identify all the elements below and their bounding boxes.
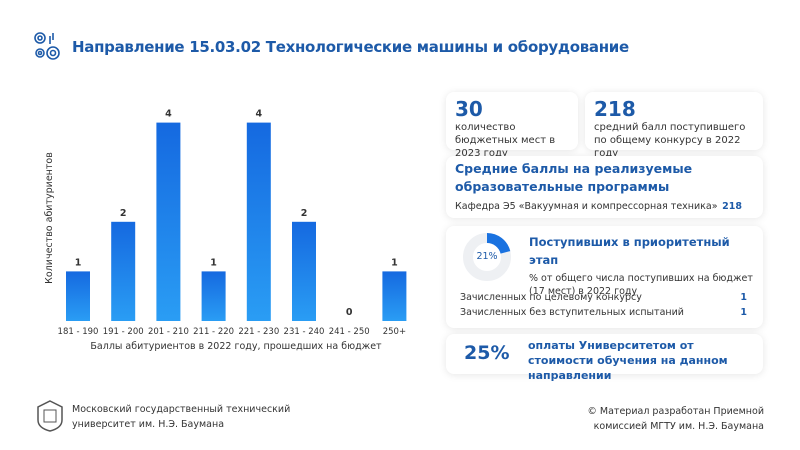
avg-score-card: 218 средний балл поступившего по общему … (585, 92, 763, 159)
x-tick-label: 221 - 230 (238, 327, 279, 337)
priority-card: 21% Поступивших в приоритетный этап % от… (446, 226, 763, 328)
payment-card: 25% оплаты Университетом от стоимости об… (446, 334, 763, 382)
payment-text: оплаты Университетом от стоимости обучен… (528, 339, 728, 382)
x-axis-label: Баллы абитуриентов в 2022 году, прошедши… (90, 341, 382, 352)
x-tick-label: 201 - 210 (148, 327, 189, 337)
program-row: Кафедра Э5 «Вакуумная и компрессорная те… (455, 201, 754, 212)
priority-row: Зачисленных по целевому конкурсу 1 (460, 292, 747, 303)
row-value: 1 (740, 292, 747, 303)
payment-value: 25% (464, 342, 510, 364)
avg-score-value: 218 (594, 97, 636, 121)
y-axis-label: Количество абитуриентов (44, 152, 55, 284)
x-tick-label: 241 - 250 (329, 327, 370, 337)
copyright: © Материал разработан Приемной комиссией… (587, 404, 764, 434)
page-title: Направление 15.03.02 Технологические маш… (72, 38, 629, 56)
bar (382, 271, 407, 321)
university-emblem-icon (37, 400, 63, 432)
x-tick-label: 211 - 220 (193, 327, 234, 337)
avg-score-label: средний балл поступившего по общему конк… (594, 122, 746, 159)
copyright-line-1: © Материал разработан Приемной (587, 406, 764, 417)
bar (201, 271, 226, 321)
x-tick-label: 181 - 190 (58, 327, 99, 337)
data-label: 4 (255, 109, 262, 120)
programs-title: Средние баллы на реализуемые образовател… (455, 161, 693, 194)
university-name: Московский государственный технический у… (72, 404, 291, 430)
priority-row: Зачисленных без вступительных испытаний 1 (460, 307, 747, 318)
budget-places-label: количество бюджетных мест в 2023 году (455, 122, 556, 159)
program-name: Кафедра Э5 «Вакуумная и компрессорная те… (455, 201, 718, 212)
data-label: 0 (346, 307, 353, 318)
row-value: 1 (740, 307, 747, 318)
priority-desc: % от общего числа поступивших на бюджет … (529, 273, 753, 297)
copyright-line-2: комиссией МГТУ им. Н.Э. Баумана (593, 421, 764, 432)
budget-places-card: 30 количество бюджетных мест в 2023 году (446, 92, 578, 159)
program-score: 218 (722, 201, 742, 212)
gears-icon (34, 32, 60, 60)
bar (292, 221, 316, 321)
priority-donut (463, 233, 511, 281)
data-label: 1 (75, 257, 82, 268)
bar (156, 122, 181, 321)
x-tick-label: 231 - 240 (284, 327, 325, 337)
bar (111, 221, 136, 321)
budget-places-value: 30 (455, 97, 483, 121)
row-label: Зачисленных без вступительных испытаний (460, 307, 684, 318)
data-label: 2 (301, 208, 308, 219)
priority-title: Поступивших в приоритетный этап (529, 235, 730, 267)
data-label: 1 (391, 257, 398, 268)
bar (246, 122, 271, 321)
x-tick-label: 191 - 200 (103, 327, 144, 337)
bar-chart: 1 181 - 190 2 191 - 200 4 201 - 210 1 211 - 220… (44, 109, 407, 352)
programs-card: Средние баллы на реализуемые образовател… (446, 156, 763, 218)
data-label: 1 (210, 257, 217, 268)
x-tick-label: 250+ (383, 327, 406, 337)
bar (66, 271, 90, 321)
row-label: Зачисленных по целевому конкурсу (460, 292, 642, 303)
data-label: 4 (165, 109, 172, 120)
data-label: 2 (120, 208, 127, 219)
priority-percent: 21% (476, 251, 498, 262)
